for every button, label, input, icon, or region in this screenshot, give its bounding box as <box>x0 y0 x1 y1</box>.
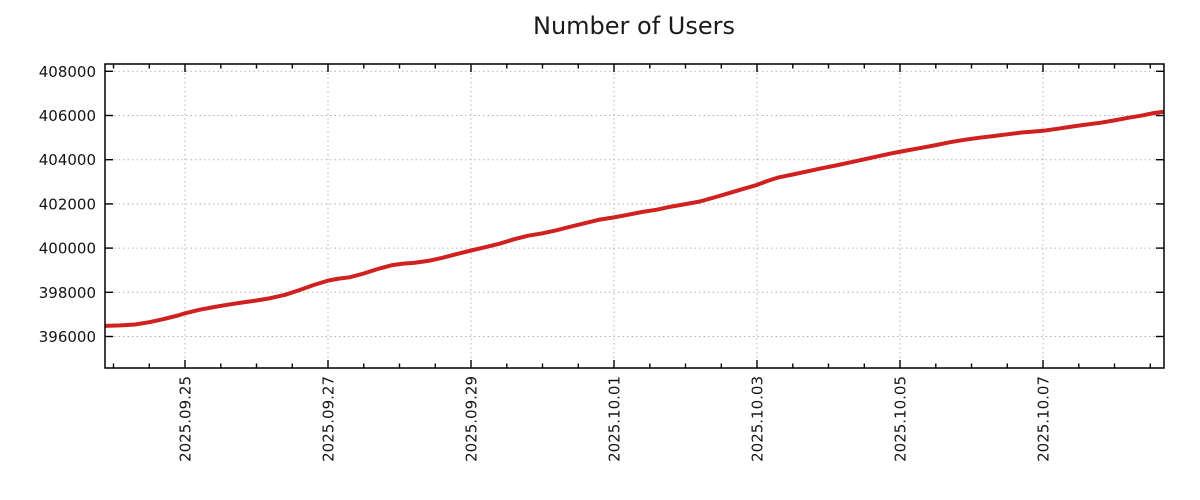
x-axis-tick-label: 2025.09.29 <box>463 376 481 462</box>
data-series <box>104 109 1165 328</box>
axis-ticks <box>105 64 1164 368</box>
y-axis-tick-label: 396000 <box>39 328 96 346</box>
y-axis-tick-label: 404000 <box>39 151 96 169</box>
chart-title: Number of Users <box>533 12 735 40</box>
y-axis-tick-label: 406000 <box>39 107 96 125</box>
gridlines <box>105 64 1164 368</box>
series-line-users <box>104 109 1165 328</box>
y-axis-tick-label: 408000 <box>39 63 96 81</box>
x-axis-tick-label: 2025.10.03 <box>749 376 767 462</box>
plot-frame <box>104 63 1165 369</box>
axis-tick-labels: 396000 398000 400000 402000 404000 406000 4080… <box>39 63 1053 462</box>
x-axis-tick-label: 2025.10.07 <box>1035 376 1053 462</box>
x-axis-tick-label: 2025.09.27 <box>320 376 338 462</box>
y-axis-tick-label: 398000 <box>39 284 96 302</box>
y-axis-tick-label: 402000 <box>39 195 96 213</box>
y-axis-tick-label: 400000 <box>39 240 96 258</box>
x-axis-tick-label: 2025.10.01 <box>606 376 624 462</box>
x-axis-tick-label: 2025.10.05 <box>892 376 910 462</box>
plot-border <box>104 63 1165 369</box>
x-axis-tick-label: 2025.09.25 <box>177 376 195 462</box>
